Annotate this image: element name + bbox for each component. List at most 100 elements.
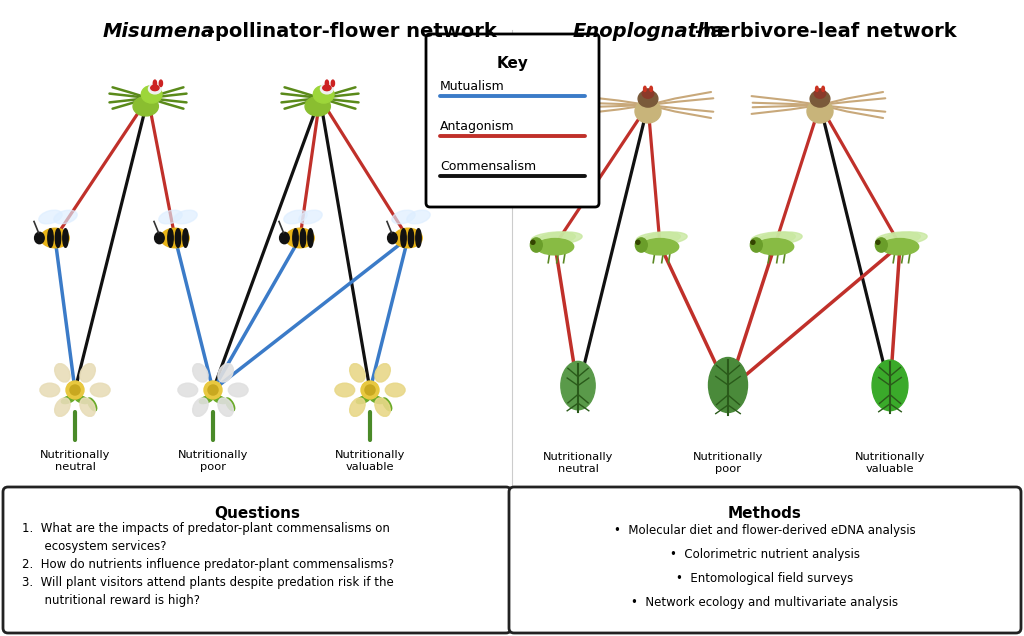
Circle shape [361,381,379,399]
Ellipse shape [183,229,188,247]
Ellipse shape [299,210,323,224]
Ellipse shape [193,364,208,382]
Text: nutritional reward is high?: nutritional reward is high? [22,594,200,607]
Ellipse shape [178,383,198,397]
Ellipse shape [90,383,111,397]
Ellipse shape [55,229,60,247]
Text: Nutritionally
neutral: Nutritionally neutral [543,452,613,474]
Ellipse shape [284,210,307,224]
Ellipse shape [193,398,208,417]
Ellipse shape [561,361,595,410]
Circle shape [751,240,755,244]
Ellipse shape [80,398,95,417]
Ellipse shape [416,229,421,247]
Ellipse shape [643,232,687,244]
Text: Enoplognatha: Enoplognatha [573,22,725,41]
Ellipse shape [383,398,392,411]
Text: Nutritionally
poor: Nutritionally poor [178,450,248,472]
Ellipse shape [751,238,762,252]
Ellipse shape [286,228,314,248]
Circle shape [876,240,880,244]
Circle shape [70,385,80,395]
Ellipse shape [40,383,59,397]
Text: 2.  How do nutrients influence predator-plant commensalisms?: 2. How do nutrients influence predator-p… [22,558,394,571]
Ellipse shape [810,90,829,107]
Ellipse shape [650,86,652,92]
Text: Nutritionally
neutral: Nutritionally neutral [40,450,111,472]
Ellipse shape [642,89,653,98]
Ellipse shape [407,210,430,224]
Text: Commensalism: Commensalism [440,160,537,173]
Text: -herbivore-leaf network: -herbivore-leaf network [695,22,956,41]
FancyBboxPatch shape [509,487,1021,633]
Ellipse shape [635,238,647,252]
Ellipse shape [375,364,390,382]
Ellipse shape [321,84,334,94]
Ellipse shape [62,229,69,247]
Ellipse shape [323,85,331,91]
Ellipse shape [388,232,397,244]
Ellipse shape [160,80,163,86]
Ellipse shape [643,86,646,92]
Ellipse shape [392,210,415,224]
Ellipse shape [349,398,366,417]
Ellipse shape [39,210,62,224]
Text: •  Entomological field surveys: • Entomological field surveys [677,572,854,585]
Circle shape [636,240,640,244]
Ellipse shape [538,232,582,244]
Ellipse shape [80,364,95,382]
Circle shape [66,381,84,399]
Text: 1.  What are the impacts of predator-plant commensalisms on: 1. What are the impacts of predator-plan… [22,522,390,535]
Text: Questions: Questions [214,506,300,521]
Ellipse shape [228,383,248,397]
Text: Mutualism: Mutualism [440,80,505,93]
Ellipse shape [638,90,657,107]
Text: •  Molecular diet and flower-derived eDNA analysis: • Molecular diet and flower-derived eDNA… [614,524,915,537]
Ellipse shape [54,398,70,417]
Ellipse shape [635,100,662,123]
Ellipse shape [148,84,162,94]
Text: Nutritionally
valuable: Nutritionally valuable [335,450,406,472]
Ellipse shape [48,229,53,247]
Ellipse shape [335,383,354,397]
Ellipse shape [54,364,70,382]
Ellipse shape [280,232,289,244]
Text: ecosystem services?: ecosystem services? [22,540,167,553]
Text: Misumena: Misumena [103,22,215,41]
Ellipse shape [332,80,335,86]
Ellipse shape [883,232,927,244]
Ellipse shape [758,232,802,244]
Ellipse shape [349,364,366,382]
Ellipse shape [530,238,543,252]
Ellipse shape [151,85,159,91]
Text: Antagonism: Antagonism [440,120,515,133]
Ellipse shape [400,229,407,247]
Ellipse shape [641,238,679,255]
FancyBboxPatch shape [426,34,599,207]
Ellipse shape [225,398,234,411]
Ellipse shape [168,229,173,247]
Ellipse shape [326,80,329,86]
Ellipse shape [175,229,180,247]
Text: •  Network ecology and multivariate analysis: • Network ecology and multivariate analy… [632,596,899,609]
Ellipse shape [155,232,164,244]
Ellipse shape [213,396,226,404]
Ellipse shape [308,229,313,247]
Ellipse shape [877,232,921,244]
Ellipse shape [75,396,89,404]
Ellipse shape [822,86,824,92]
Ellipse shape [141,86,162,103]
Circle shape [208,385,218,395]
Ellipse shape [807,100,833,123]
Ellipse shape [636,232,680,244]
Circle shape [530,240,535,244]
Ellipse shape [752,232,796,244]
Ellipse shape [159,210,182,224]
Ellipse shape [394,228,422,248]
Text: 3.  Will plant visitors attend plants despite predation risk if the: 3. Will plant visitors attend plants des… [22,576,394,589]
Ellipse shape [218,398,233,417]
Ellipse shape [305,97,331,116]
Ellipse shape [356,396,370,404]
Ellipse shape [200,396,213,404]
Ellipse shape [88,398,96,411]
